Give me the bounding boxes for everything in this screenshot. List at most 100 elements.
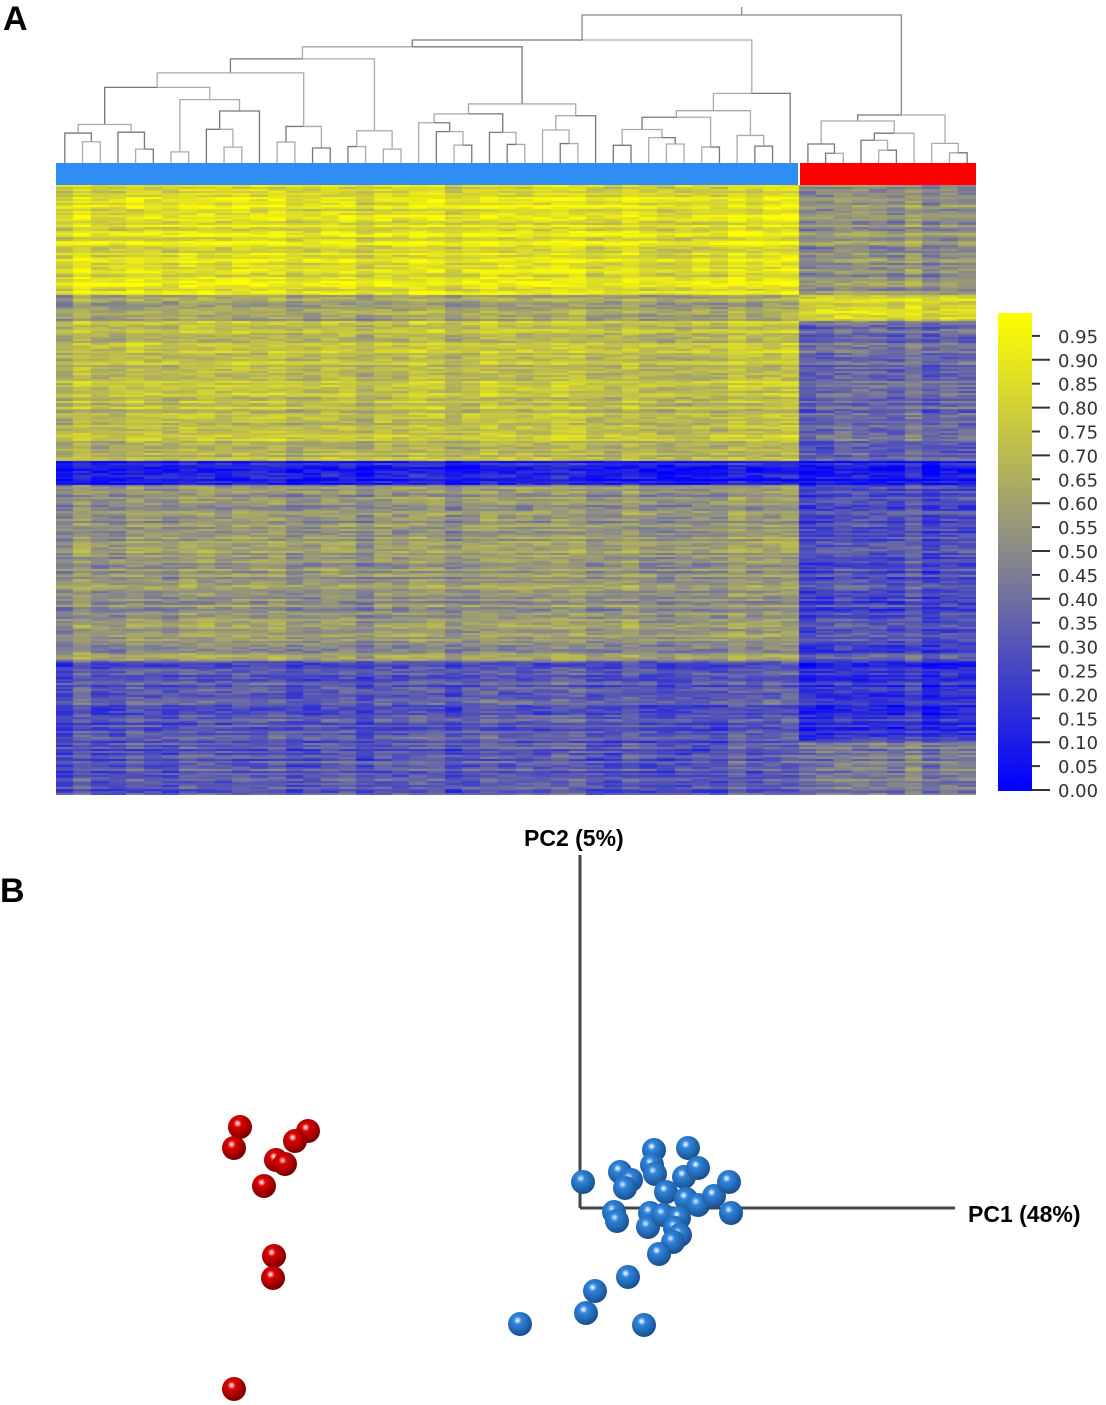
pca-point-blue <box>702 1184 726 1208</box>
dendrogram-branch <box>516 143 526 163</box>
dendrogram-branch <box>170 151 180 163</box>
colorbar-tick-label: 0.30 <box>1058 638 1098 659</box>
sample-group-bar <box>56 163 976 185</box>
dendrogram-branch <box>751 92 791 163</box>
colorbar-tick-label: 0.80 <box>1058 399 1098 420</box>
dendrogram-branch <box>502 131 517 145</box>
dendrogram-branch <box>945 142 959 153</box>
dendrogram-branch <box>239 110 261 163</box>
dendrogram-branch <box>506 143 516 163</box>
dendrogram-branch <box>219 110 240 130</box>
pc1-axis-label: PC1 (48%) <box>968 1201 1080 1227</box>
dendrogram-branch <box>736 134 751 163</box>
dendrogram-branch <box>665 143 676 163</box>
pca-point-blue <box>605 1209 629 1233</box>
colorbar-tick-label: 0.40 <box>1058 590 1098 611</box>
dendrogram-branch <box>555 115 576 130</box>
dendrogram-branch <box>232 146 243 163</box>
pca-point-red <box>262 1244 286 1268</box>
dendrogram-branch <box>873 132 895 141</box>
dendrogram-branch <box>411 39 583 47</box>
dendrogram-branch <box>434 122 451 132</box>
colorbar-tick-label: 0.45 <box>1058 566 1098 587</box>
colorbar-tick-label: 0.95 <box>1058 327 1098 348</box>
dendrogram-branch <box>467 103 523 114</box>
dendrogram-branch <box>958 152 968 163</box>
dendrogram-branch <box>901 114 946 144</box>
colorbar-gradient <box>998 313 1032 791</box>
dendrogram-branch <box>64 132 79 163</box>
dendrogram-branch <box>820 120 858 144</box>
panel-label-b: B <box>0 872 25 910</box>
dendrogram-branch <box>435 130 450 163</box>
colorbar-tick-label: 0.85 <box>1058 375 1098 396</box>
dendrogram-branch <box>857 120 895 134</box>
dendrogram-root <box>581 7 903 115</box>
pca-point-red <box>222 1136 246 1160</box>
pc2-axis-label: PC2 (5%) <box>524 825 624 851</box>
dendrogram-branch <box>661 137 676 144</box>
dendrogram-branch <box>763 145 774 163</box>
colorbar-tick-label: 0.75 <box>1058 423 1098 444</box>
dendrogram-branch <box>104 86 158 125</box>
dendrogram-branch <box>750 134 765 147</box>
pca-plot: PC2 (5%) PC1 (48%) <box>222 825 1080 1401</box>
dendrogram-branch <box>622 144 632 163</box>
dendrogram-branch <box>144 148 154 163</box>
pca-point-red <box>273 1152 297 1176</box>
colorbar-tick-label: 0.35 <box>1058 614 1098 635</box>
pca-point-blue <box>508 1312 532 1336</box>
colorbar-tick-label: 0.05 <box>1058 757 1098 778</box>
dendrogram-branch <box>824 152 835 163</box>
dendrogram-branch <box>948 152 959 163</box>
dendrogram-branch <box>209 98 241 112</box>
dendrogram-branch <box>675 143 685 163</box>
dendrogram-branch <box>569 142 579 163</box>
dendrogram-branch <box>807 143 822 163</box>
dendrogram-branch <box>157 86 211 100</box>
colorbar-tick-label: 0.25 <box>1058 662 1098 683</box>
dendrogram-branch <box>887 149 898 163</box>
dendrogram-branch <box>412 46 523 104</box>
pca-point-blue <box>613 1176 637 1200</box>
pca-point-blue <box>574 1301 598 1325</box>
colorbar-tick-label: 0.00 <box>1058 781 1098 800</box>
dendrogram-branch <box>701 146 711 163</box>
dendrogram-branch <box>621 128 643 146</box>
colorbar-tick-label: 0.70 <box>1058 446 1098 467</box>
dendrogram-branch <box>522 103 577 116</box>
dendrogram-branch <box>301 46 413 59</box>
dendrogram-branch <box>321 147 331 163</box>
pca-point-blue <box>616 1265 640 1289</box>
dendrogram-branch <box>462 144 473 163</box>
dendrogram-branch <box>382 148 393 163</box>
dendrogram-branch <box>179 151 190 163</box>
dendrogram-branch <box>612 144 623 163</box>
dendrogram-branch <box>156 72 231 88</box>
dendrogram-branch <box>131 131 146 150</box>
pca-point-red <box>228 1115 252 1139</box>
dendrogram-branch <box>834 152 844 163</box>
dendrogram-branch <box>675 110 714 118</box>
dendrogram-branch <box>894 132 915 163</box>
dendrogram-branch <box>821 143 836 154</box>
dendrogram-branch <box>931 142 946 163</box>
panel-label-a: A <box>3 0 28 38</box>
dendrogram-branch <box>648 137 662 163</box>
dendrogram-branch <box>91 141 101 163</box>
dendrogram-branch <box>303 125 323 148</box>
group-bar-blue <box>56 163 799 185</box>
dendrogram-branch <box>559 142 570 163</box>
dendrogram-branch <box>488 131 503 163</box>
dendrogram-branch <box>453 144 463 163</box>
pca-point-blue <box>571 1170 595 1194</box>
dendrogram-branch <box>555 129 570 144</box>
dendrogram-branch <box>541 129 556 163</box>
colorbar-tick-label: 0.20 <box>1058 685 1098 706</box>
dendrogram-branch <box>582 39 753 94</box>
dendrogram-branch <box>104 123 132 133</box>
dendrogram-branch <box>712 92 752 111</box>
colorbar: 0.95 0.90 0.85 0.80 0.750.70 0.65 0.60 0.55 0.50… <box>998 313 1098 800</box>
dendrogram-branch <box>874 139 889 151</box>
dendrogram-branch <box>468 113 504 133</box>
